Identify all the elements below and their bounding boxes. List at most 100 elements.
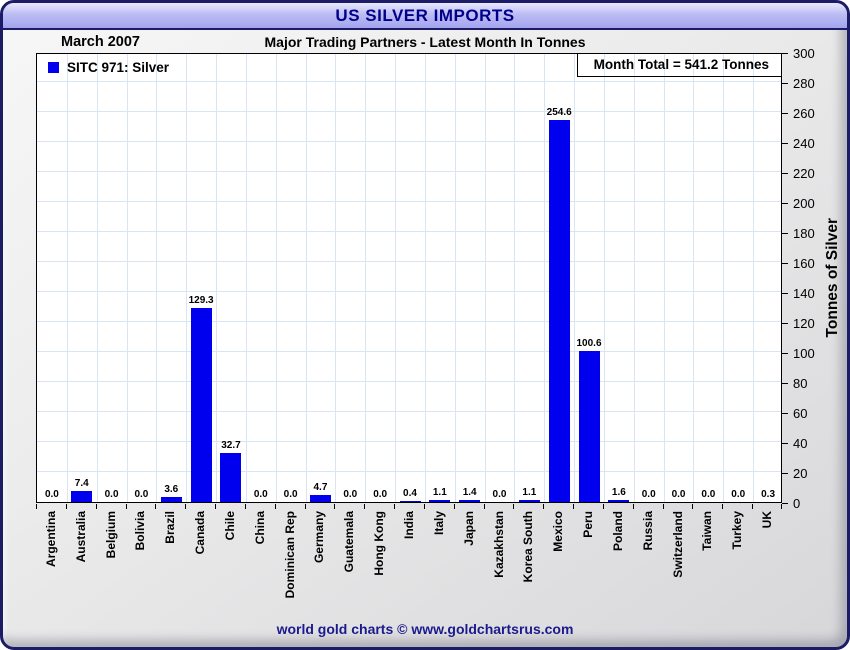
bar-value-label: 0.0: [731, 489, 746, 500]
bar-value-label: 0.0: [44, 489, 59, 500]
bar-value-label: 0.0: [641, 489, 656, 500]
x-axis: Argentina Australia Belgium Bolivia Brazil Ca…: [36, 503, 782, 628]
x-tick: [394, 504, 396, 509]
bar: [578, 351, 600, 502]
legend: SITC 971: Silver: [37, 54, 169, 75]
x-tick: [752, 504, 754, 509]
legend-label: SITC 971: Silver: [67, 60, 170, 75]
y-tick: [782, 293, 788, 294]
chart-title: US SILVER IMPORTS: [335, 5, 515, 25]
x-tick-label: China: [252, 511, 267, 545]
x-tick: [423, 504, 425, 509]
y-tick: [782, 113, 788, 114]
gridline-horizontal: [37, 81, 781, 82]
gridline-horizontal: [37, 231, 781, 232]
x-tick: [662, 504, 664, 509]
bar-value-label: 0.0: [492, 489, 507, 500]
gridline-vertical: [335, 54, 337, 502]
bar-value-label: 0.0: [373, 489, 388, 500]
y-tick-label: 260: [793, 106, 815, 121]
y-tick: [782, 263, 788, 264]
bar: [190, 308, 212, 502]
gridline-vertical: [603, 54, 605, 502]
bar-value-label: 129.3: [188, 295, 214, 306]
gridline-horizontal: [37, 321, 781, 322]
x-tick: [632, 504, 634, 509]
x-tick-label: Canada: [193, 511, 208, 555]
y-tick: [782, 473, 788, 474]
x-tick-label: UK: [760, 511, 775, 529]
y-tick: [782, 443, 788, 444]
x-tick: [95, 504, 97, 509]
x-tick-label: Brazil: [163, 511, 178, 544]
y-tick-label: 300: [793, 46, 815, 61]
x-tick: [185, 504, 187, 509]
y-tick-label: 240: [793, 136, 815, 151]
y-tick: [782, 143, 788, 144]
x-tick-label: Poland: [610, 511, 625, 552]
gridline-vertical: [245, 54, 247, 502]
gridline-vertical: [514, 54, 516, 502]
period-label: March 2007: [61, 34, 140, 50]
x-tick: [215, 504, 217, 509]
bar: [459, 500, 481, 502]
x-tick-label: Japan: [461, 511, 476, 546]
x-tick-label: Italy: [431, 511, 446, 536]
bar-value-label: 0.0: [283, 489, 298, 500]
gridline-horizontal: [37, 261, 781, 262]
gridline-vertical: [574, 54, 576, 502]
y-tick-label: 200: [793, 196, 815, 211]
bar-value-label: 0.0: [253, 489, 268, 500]
bar-value-label: 32.7: [221, 440, 241, 451]
x-tick: [602, 504, 604, 509]
y-tick: [782, 323, 788, 324]
x-tick-label: Chile: [222, 511, 237, 541]
x-tick-label: Mexico: [551, 511, 566, 552]
x-tick: [543, 504, 545, 509]
y-tick: [782, 413, 788, 414]
y-tick-label: 280: [793, 76, 815, 91]
gridline-vertical: [663, 54, 665, 502]
y-tick: [782, 173, 788, 174]
x-tick-label: Australia: [73, 511, 88, 563]
gridline-horizontal: [37, 111, 781, 112]
bar-value-label: 7.4: [74, 478, 89, 489]
chart-subtitle: Major Trading Partners - Latest Month In…: [264, 34, 586, 50]
y-tick-label: 140: [793, 286, 815, 301]
gridline-vertical: [395, 54, 397, 502]
y-axis: 0 20 40 60 80 100 120 140 160 180 200 220 240 260 280 3…: [782, 46, 842, 511]
x-tick: [244, 504, 246, 509]
x-tick-label: Guatemala: [342, 511, 357, 573]
bar: [160, 497, 182, 502]
gridline-vertical: [305, 54, 307, 502]
gridline-vertical: [454, 54, 456, 502]
bar: [518, 500, 540, 502]
gridline-horizontal: [37, 471, 781, 472]
gridline-horizontal: [37, 201, 781, 202]
gridline-vertical: [633, 54, 635, 502]
x-tick: [274, 504, 276, 509]
title-bar: US SILVER IMPORTS: [3, 3, 847, 30]
bar-value-label: 3.6: [164, 484, 179, 495]
y-tick: [782, 383, 788, 384]
x-tick: [573, 504, 575, 509]
gridline-horizontal: [37, 291, 781, 292]
gridline-vertical: [156, 54, 158, 502]
gridline-vertical: [66, 54, 68, 502]
x-tick: [334, 504, 336, 509]
gridline-vertical: [96, 54, 98, 502]
y-tick-label: 40: [793, 436, 808, 451]
plot-area: SITC 971: Silver Month Total = 541.2 Ton…: [36, 53, 782, 503]
gridline-vertical: [484, 54, 486, 502]
gridline-horizontal: [37, 141, 781, 142]
bar: [220, 453, 242, 502]
y-tick: [782, 53, 788, 54]
y-axis-title: Tonnes of Silver: [824, 218, 841, 338]
x-tick-label: Korea South: [521, 511, 536, 583]
bar: [71, 491, 93, 502]
y-tick-label: 60: [793, 406, 808, 421]
x-tick-label: Russia: [640, 511, 655, 551]
bar: [608, 500, 630, 502]
